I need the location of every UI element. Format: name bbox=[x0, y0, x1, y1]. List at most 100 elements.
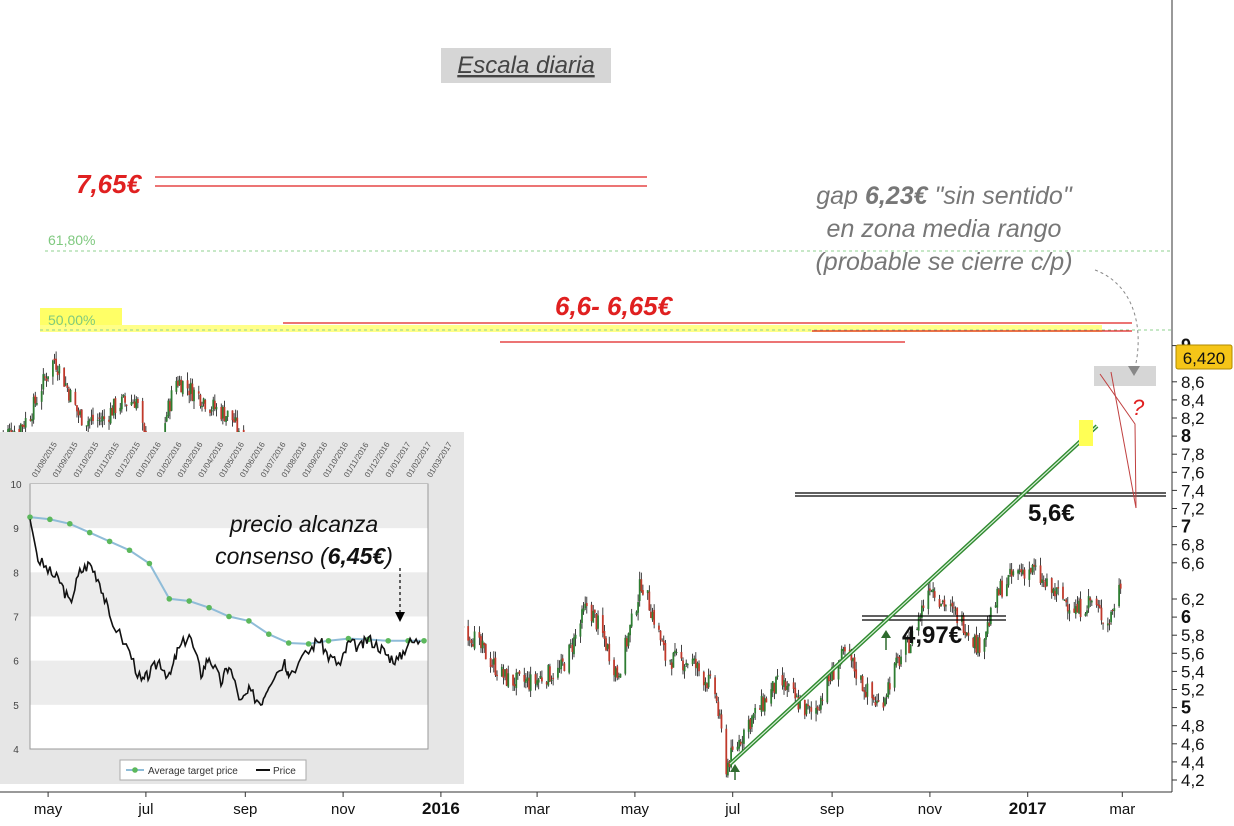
x-axis-ticks: may jul sep nov 2016 mar may jul sep nov 2017 mar bbox=[34, 792, 1135, 818]
candle-body bbox=[1108, 623, 1111, 625]
candle-body bbox=[1050, 578, 1053, 593]
inset-target-point bbox=[285, 640, 292, 646]
candle-body bbox=[47, 376, 49, 379]
y-tick-label: 5,8 bbox=[1181, 626, 1205, 645]
candle-body bbox=[1054, 590, 1056, 597]
candle-body bbox=[523, 674, 526, 682]
inset-y-tick-label: 8 bbox=[13, 568, 19, 579]
candle-body bbox=[646, 590, 649, 594]
gap-arrow-curve bbox=[1094, 269, 1139, 373]
pullback-highlight bbox=[1079, 420, 1093, 446]
candle-body bbox=[887, 682, 890, 698]
candle-body bbox=[100, 420, 102, 422]
inset-target-point bbox=[106, 538, 113, 545]
y-tick-label: 8 bbox=[1181, 426, 1191, 446]
candle-body bbox=[975, 634, 978, 653]
candle-body bbox=[662, 640, 665, 646]
candle-body bbox=[40, 391, 43, 402]
candle-body bbox=[945, 605, 947, 607]
candle-body bbox=[180, 379, 183, 393]
candle-body bbox=[718, 713, 721, 715]
inset-target-point bbox=[246, 618, 252, 624]
candle-body bbox=[638, 579, 641, 601]
gap-note-line3: (probable se cierre c/p) bbox=[815, 248, 1072, 276]
candle-body bbox=[90, 416, 93, 420]
candle-body bbox=[1066, 604, 1069, 612]
candle-body bbox=[698, 663, 700, 672]
candle-body bbox=[831, 667, 834, 681]
inset-target-point bbox=[325, 637, 332, 644]
candle-body bbox=[997, 589, 1000, 596]
candle-body bbox=[675, 652, 678, 654]
x-tick-label: sep bbox=[233, 801, 257, 818]
inset-target-point bbox=[86, 529, 93, 536]
candle-body bbox=[480, 636, 482, 649]
candle-body bbox=[209, 409, 211, 413]
candle-body bbox=[210, 410, 213, 412]
inset-note-2c: ) bbox=[382, 543, 393, 569]
x-tick-label: sep bbox=[820, 801, 844, 818]
candle-body bbox=[693, 658, 696, 661]
candle-body bbox=[920, 605, 923, 618]
projection-line-2 bbox=[1110, 371, 1137, 509]
legend-price-label: Price bbox=[273, 766, 296, 777]
candle-body bbox=[739, 741, 742, 745]
candle-body bbox=[191, 383, 194, 401]
candle-body bbox=[792, 682, 795, 689]
inset-target-point bbox=[166, 596, 173, 602]
candle-body bbox=[938, 598, 941, 607]
candle-body bbox=[954, 609, 957, 611]
candle-body bbox=[747, 719, 750, 732]
candle-body bbox=[1044, 581, 1047, 588]
candle-body bbox=[1102, 622, 1104, 624]
candle-body bbox=[234, 417, 237, 421]
candle-body bbox=[927, 590, 930, 609]
candle-body bbox=[505, 669, 508, 686]
candle-body bbox=[558, 668, 561, 670]
candle-body bbox=[581, 609, 583, 623]
candle-body bbox=[988, 622, 991, 626]
candle-body bbox=[483, 642, 486, 646]
candle-body bbox=[749, 718, 752, 729]
candle-body bbox=[484, 644, 487, 660]
candle-body bbox=[536, 680, 538, 686]
candle-body bbox=[704, 681, 707, 686]
candle-body bbox=[133, 401, 136, 408]
candle-body bbox=[895, 657, 898, 666]
candle-body bbox=[754, 707, 757, 714]
candle-body bbox=[1111, 609, 1114, 611]
candle-body bbox=[491, 665, 494, 667]
candle-body bbox=[808, 706, 811, 708]
candle-body bbox=[1097, 604, 1100, 607]
inset-note-2b: 6,45€ bbox=[328, 543, 387, 569]
candle-body bbox=[685, 662, 688, 666]
candle-body bbox=[874, 702, 877, 706]
candle-body bbox=[124, 396, 126, 403]
candle-body bbox=[917, 617, 920, 631]
candle-body bbox=[87, 420, 90, 427]
candle-body bbox=[1090, 600, 1093, 603]
candle-body bbox=[496, 674, 498, 677]
candle-body bbox=[212, 399, 215, 410]
candle-body bbox=[494, 657, 497, 676]
inset-target-point bbox=[305, 641, 312, 647]
candle-body bbox=[1009, 568, 1011, 575]
candle-body bbox=[1020, 569, 1023, 573]
candle-body bbox=[213, 400, 216, 410]
candle-body bbox=[672, 652, 675, 668]
chart-title: Escala diaria bbox=[457, 52, 594, 79]
candle-body bbox=[653, 609, 656, 625]
candle-body bbox=[686, 664, 689, 666]
candle-body bbox=[518, 671, 521, 674]
candle-body bbox=[45, 378, 48, 381]
candle-body bbox=[844, 647, 846, 652]
candle-body bbox=[707, 674, 710, 688]
candle-body bbox=[922, 605, 925, 608]
candle-body bbox=[1012, 571, 1015, 576]
candle-body bbox=[863, 690, 866, 693]
candle-body bbox=[32, 397, 35, 420]
x-tick-label: nov bbox=[918, 801, 943, 818]
candle-body bbox=[534, 674, 537, 684]
gap-note-line2: en zona media rango bbox=[827, 215, 1062, 243]
candle-body bbox=[1007, 575, 1010, 586]
